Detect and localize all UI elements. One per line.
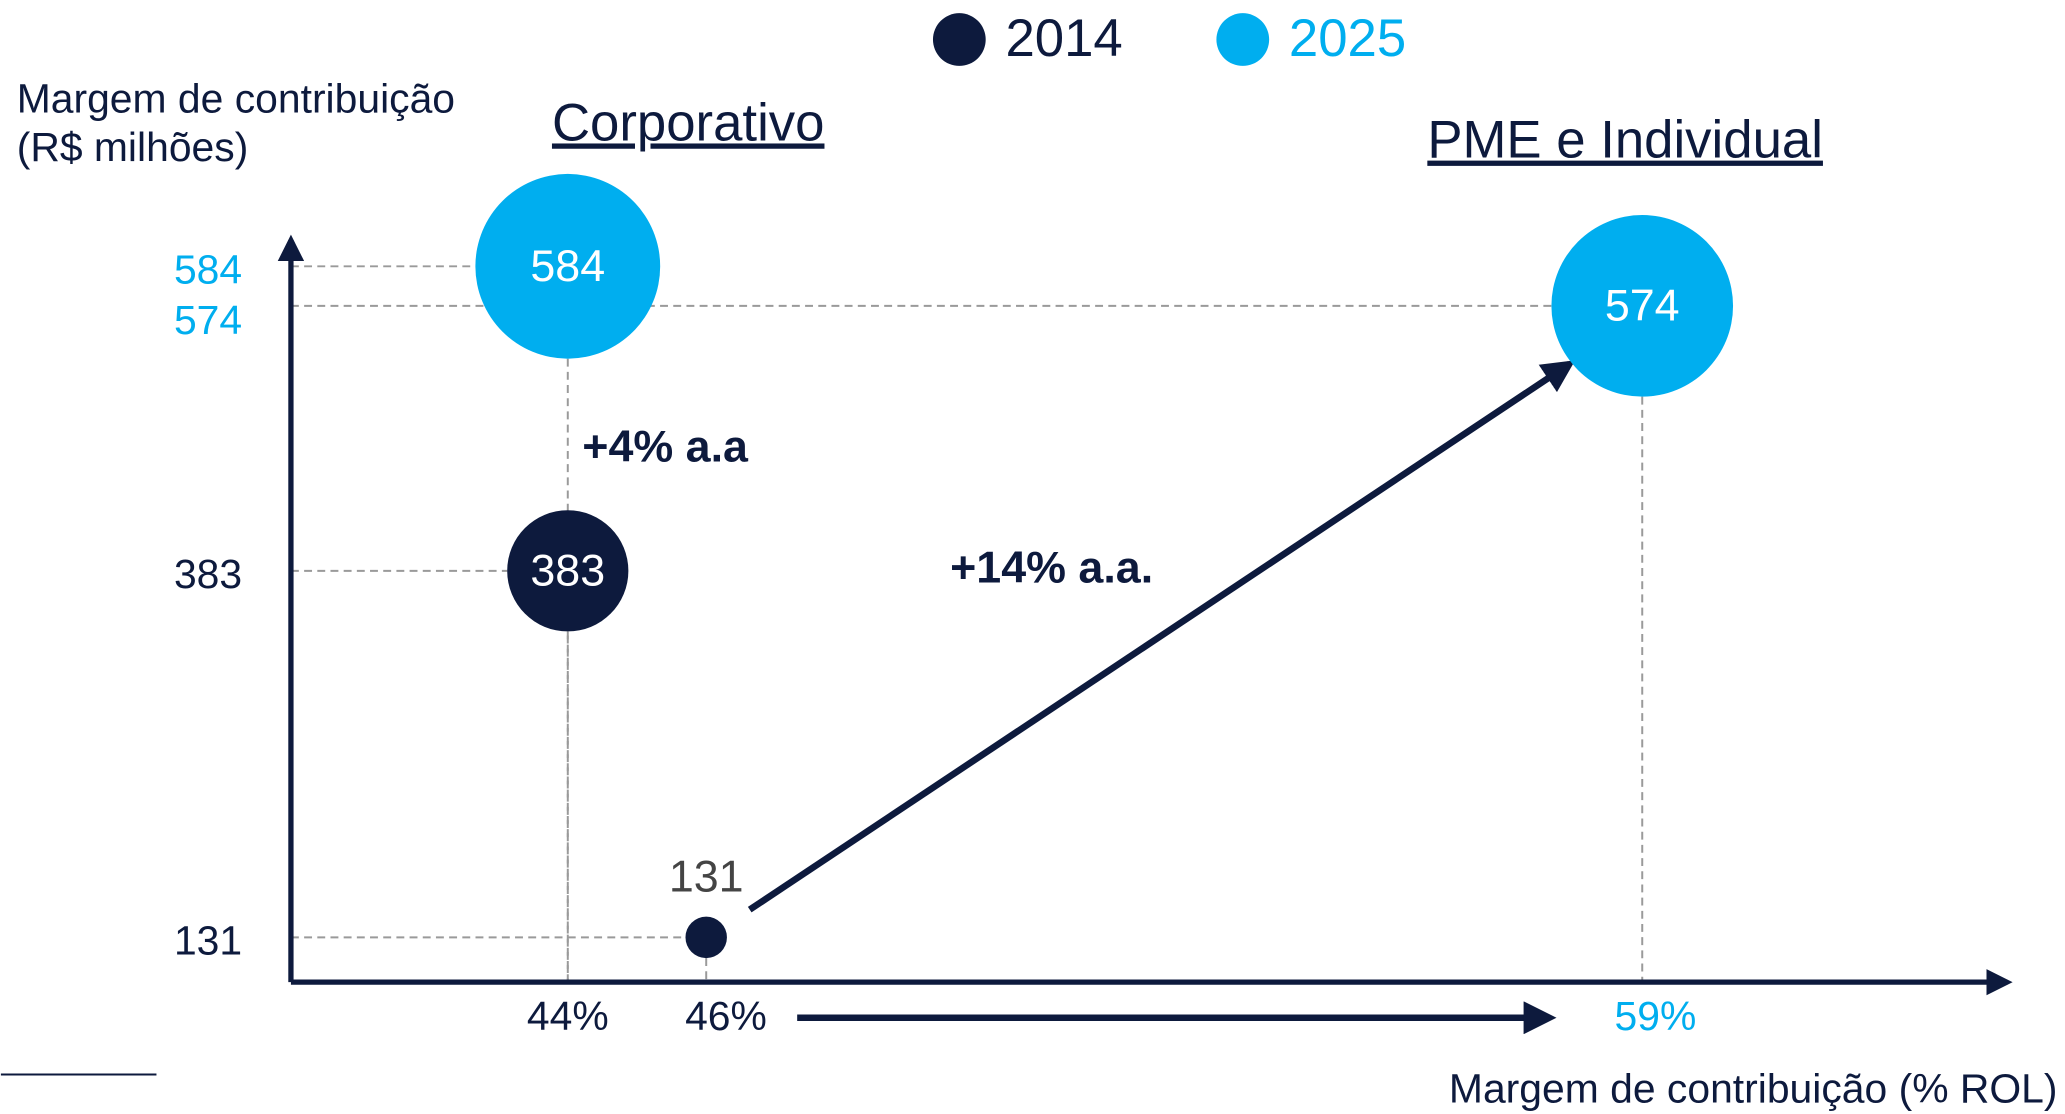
legend-swatch — [932, 13, 986, 66]
y-tick-label: 584 — [174, 247, 242, 293]
annotation: +14% a.a. — [950, 543, 1153, 593]
x-tick-label: 59% — [1615, 993, 1697, 1039]
growth-arrow — [747, 360, 1576, 913]
data-label: 383 — [530, 545, 605, 595]
data-label: 131 — [669, 852, 744, 902]
bubble — [1551, 215, 1734, 397]
legend-label: 2014 — [1005, 9, 1122, 68]
group-label: Corporativo — [552, 93, 825, 152]
y-tick-label: 383 — [174, 551, 242, 597]
group-label: PME e Individual — [1427, 111, 1823, 170]
bubble — [507, 510, 629, 632]
y-tick-label: 574 — [174, 297, 242, 343]
bubble — [475, 173, 661, 359]
legend-swatch — [1216, 13, 1270, 66]
y-tick-label: 131 — [174, 918, 242, 964]
y-axis-title: (R$ milhões) — [17, 124, 249, 170]
x-axis-title: Margem de contribuição (% ROL) — [1449, 1065, 2058, 1111]
x-tick-label: 44% — [527, 993, 609, 1039]
y-axis-title: Margem de contribuição — [17, 75, 455, 121]
bubble — [685, 916, 727, 959]
legend-label: 2025 — [1289, 9, 1406, 68]
guides — [290, 265, 1644, 983]
data-label: 574 — [1605, 280, 1680, 330]
annotation: +4% a.a — [582, 421, 749, 471]
data-label: 584 — [530, 241, 605, 291]
x-tick-label: 46% — [685, 993, 767, 1039]
